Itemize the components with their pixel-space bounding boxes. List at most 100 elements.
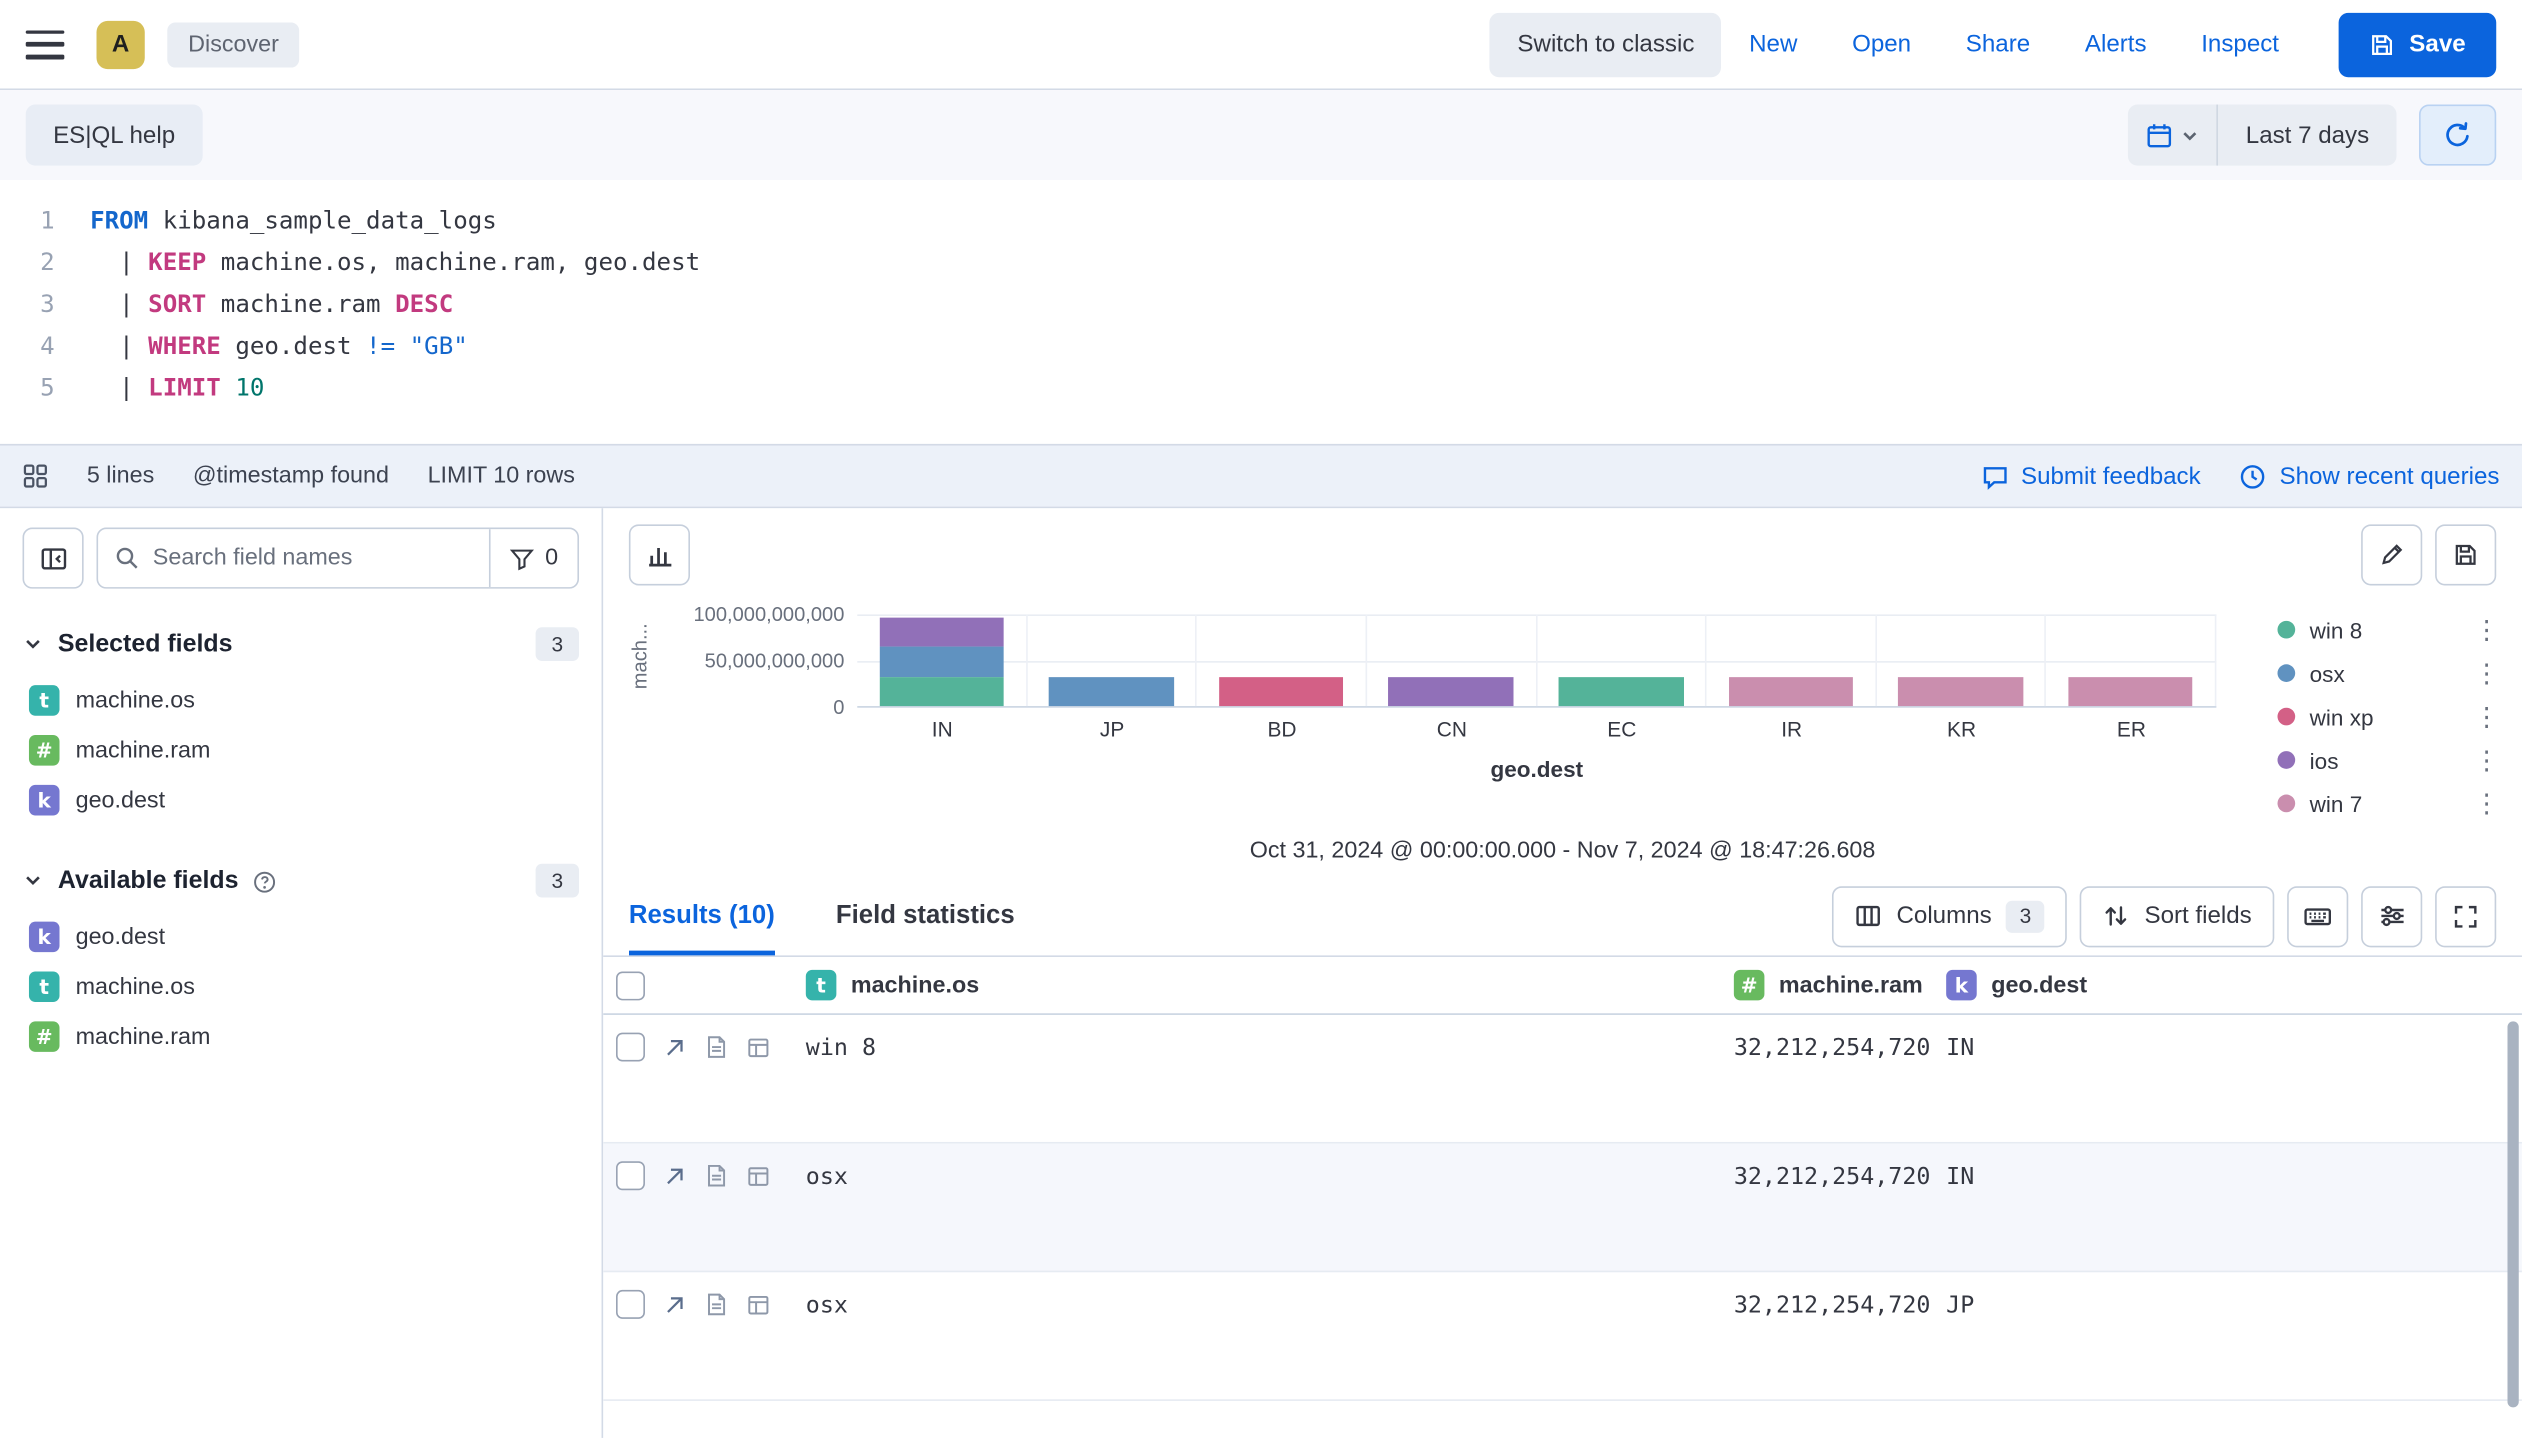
menu-icon[interactable] (25, 29, 65, 59)
field-filters-button[interactable]: 0 (488, 529, 578, 588)
submit-feedback-link[interactable]: Submit feedback (1981, 462, 2201, 490)
chart-bar-segment[interactable] (879, 676, 1004, 707)
row-checkbox[interactable] (616, 1032, 645, 1062)
view-details-icon[interactable] (704, 1292, 728, 1318)
display-options-button[interactable] (2361, 885, 2423, 947)
editor-line[interactable]: 4 | WHERE geo.dest != "GB" (0, 325, 2522, 367)
time-range-button[interactable]: Last 7 days (2218, 105, 2396, 166)
keyboard-shortcuts-button[interactable] (2287, 885, 2349, 947)
column-header-machine.os[interactable]: t machine.os (805, 969, 1734, 1001)
chart-bar[interactable] (1388, 614, 1514, 707)
table-row[interactable]: win 8 32,212,254,720 IN (603, 1015, 2522, 1144)
chart-bar-segment[interactable] (1049, 676, 1174, 707)
view-details-icon[interactable] (704, 1163, 728, 1189)
help-circle-icon[interactable] (253, 869, 277, 893)
field-type-icon: k (28, 784, 60, 816)
select-all-checkbox[interactable] (616, 970, 645, 1000)
view-single-document-icon[interactable] (746, 1292, 770, 1316)
view-single-document-icon[interactable] (746, 1035, 770, 1059)
field-item-machine.ram[interactable]: # machine.ram (23, 725, 580, 775)
chart-bar-segment[interactable] (1898, 676, 2023, 707)
date-picker-calendar-button[interactable] (2128, 104, 2219, 166)
field-item-geo.dest[interactable]: k geo.dest (23, 912, 580, 962)
show-recent-queries-link[interactable]: Show recent queries (2239, 462, 2499, 490)
switch-to-classic-button[interactable]: Switch to classic (1490, 12, 1722, 77)
chart-bar-segment[interactable] (1558, 676, 1684, 707)
collapse-sidebar-button[interactable] (22, 527, 84, 589)
row-checkbox[interactable] (616, 1289, 645, 1319)
chart-options-button[interactable] (628, 524, 691, 586)
chart-bar-segment[interactable] (2068, 676, 2193, 707)
tab-results[interactable]: Results (10) (629, 877, 775, 956)
space-avatar[interactable]: A (96, 20, 145, 69)
row-checkbox[interactable] (616, 1161, 645, 1191)
chart-bar-segment[interactable] (879, 647, 1004, 677)
fullscreen-button[interactable] (2435, 885, 2497, 947)
legend-actions-icon[interactable]: ⋮ (2473, 613, 2500, 645)
field-item-machine.ram[interactable]: # machine.ram (23, 1012, 580, 1062)
table-row[interactable]: osx 32,212,254,720 JP (603, 1272, 2522, 1401)
scrollbar-thumb[interactable] (2507, 1021, 2519, 1407)
chart-bar-segment[interactable] (1728, 676, 1854, 707)
field-search-input[interactable] (152, 545, 489, 571)
chart-bar[interactable] (1049, 614, 1174, 707)
legend-actions-icon[interactable]: ⋮ (2473, 743, 2500, 775)
column-header-geo.dest[interactable]: k geo.dest (1946, 969, 2522, 1001)
tab-field-statistics[interactable]: Field statistics (835, 901, 1015, 929)
expand-row-icon[interactable] (663, 1035, 687, 1059)
content-panel: mach... 0 50,000,000,000 100,000,000,000 I… (603, 508, 2522, 1438)
alerts-button[interactable]: Alerts (2084, 30, 2147, 58)
edit-visualization-button[interactable] (2361, 524, 2423, 586)
chart-gridline (857, 614, 2217, 617)
chart-bar[interactable] (1728, 614, 1854, 707)
legend-actions-icon[interactable]: ⋮ (2473, 657, 2500, 688)
view-details-icon[interactable] (704, 1034, 728, 1060)
selected-fields-header[interactable]: Selected fields 3 (23, 627, 580, 662)
chart-bar[interactable] (879, 614, 1004, 707)
breadcrumb[interactable]: Discover (167, 21, 300, 67)
share-button[interactable]: Share (1965, 30, 2031, 58)
view-single-document-icon[interactable] (746, 1164, 770, 1188)
legend-item-win-xp[interactable]: win xp ⋮ (2277, 695, 2512, 738)
vertical-scrollbar[interactable] (2507, 1021, 2519, 1431)
esql-help-button[interactable]: ES|QL help (25, 104, 203, 166)
legend-item-osx[interactable]: osx ⋮ (2277, 651, 2512, 694)
field-item-machine.os[interactable]: t machine.os (23, 676, 580, 726)
legend-item-ios[interactable]: ios ⋮ (2277, 738, 2512, 781)
expand-row-icon[interactable] (663, 1292, 687, 1316)
sort-fields-button[interactable]: Sort fields (2080, 885, 2275, 947)
chart-bar[interactable] (1558, 614, 1684, 707)
inspect-button[interactable]: Inspect (2201, 30, 2280, 58)
chart-bar[interactable] (1898, 614, 2023, 707)
save-button[interactable]: Save (2338, 12, 2497, 77)
legend-item-win-7[interactable]: win 7 ⋮ (2277, 782, 2512, 825)
field-item-machine.os[interactable]: t machine.os (23, 962, 580, 1012)
table-row[interactable]: osx 32,212,254,720 IN (603, 1143, 2522, 1273)
field-item-geo.dest[interactable]: k geo.dest (23, 775, 580, 825)
chart-xlabels: IN JP BD CN EC IR KR ER (857, 708, 2216, 747)
save-visualization-button[interactable] (2435, 524, 2497, 586)
chart-bar-segment[interactable] (1218, 676, 1344, 707)
editor-line[interactable]: 1 FROM kibana_sample_data_logs (0, 199, 2522, 241)
available-fields-header[interactable]: Available fields 3 (23, 863, 580, 898)
esql-editor[interactable]: 1 FROM kibana_sample_data_logs 2 | KEEP ma… (0, 180, 2522, 444)
columns-button[interactable]: Columns 3 (1832, 885, 2068, 947)
editor-line[interactable]: 2 | KEEP machine.os, machine.ram, geo.de… (0, 241, 2522, 283)
chart-bar[interactable] (2068, 614, 2193, 707)
chart-bar[interactable] (1218, 614, 1344, 707)
legend-actions-icon[interactable]: ⋮ (2473, 700, 2500, 732)
chart-bar-segment[interactable] (879, 617, 1004, 648)
expand-row-icon[interactable] (663, 1164, 687, 1188)
legend-item-win-8[interactable]: win 8 ⋮ (2277, 608, 2512, 651)
editor-line[interactable]: 5 | LIMIT 10 (0, 367, 2522, 409)
new-button[interactable]: New (1749, 30, 1798, 58)
selected-fields-list: t machine.os # machine.ram k geo.dest (23, 676, 580, 826)
chart-bar-segment[interactable] (1388, 676, 1514, 707)
chart-legend: win 8 ⋮ osx ⋮ win xp ⋮ ios ⋮ win 7 ⋮ (2216, 605, 2522, 825)
legend-actions-icon[interactable]: ⋮ (2473, 787, 2500, 818)
column-header-machine.ram[interactable]: # machine.ram (1733, 969, 1946, 1001)
row-controls (603, 1144, 806, 1191)
open-button[interactable]: Open (1852, 30, 1912, 58)
refresh-button[interactable] (2419, 104, 2497, 166)
editor-line[interactable]: 3 | SORT machine.ram DESC (0, 283, 2522, 325)
